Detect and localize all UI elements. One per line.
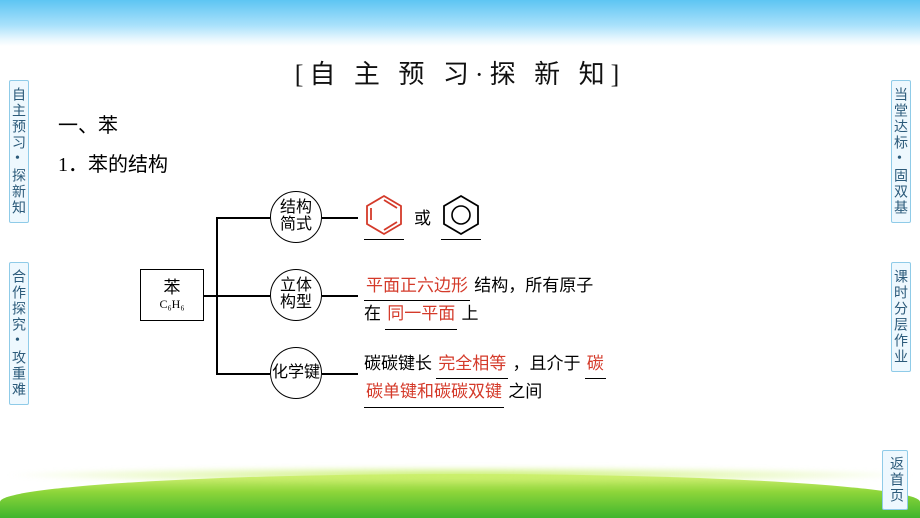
subsection-heading: 1．苯的结构 (58, 148, 870, 177)
blank-single-double: 碳单键和碳碳双键 (364, 379, 504, 407)
connector-line (322, 295, 358, 297)
tab-preview-label: 自主预习•探新知 (10, 87, 25, 216)
or-label: 或 (414, 204, 431, 229)
root-label-bottom: C₆H₆ (159, 298, 184, 312)
node-line: 化学键 (272, 365, 320, 382)
text: 碳碳键长 (364, 354, 432, 373)
tab-achieve[interactable]: 当堂达标•固双基 (891, 80, 911, 223)
blank-equal-length: 完全相等 (436, 351, 508, 379)
grass-decoration (0, 474, 920, 518)
tab-preview[interactable]: 自主预习•探新知 (9, 80, 29, 223)
node-line: 结构 (280, 200, 312, 217)
tab-explore-label: 合作探究•攻重难 (10, 269, 25, 398)
benzene-structure-diagram: 苯 C₆H₆ 结构 简式 立体 构型 化学键 (140, 191, 780, 401)
tab-homework[interactable]: 课时分层作业 (891, 262, 911, 372)
node-bond: 化学键 (270, 347, 322, 399)
root-label-top: 苯 (164, 278, 181, 298)
benzene-kekule-underline (364, 193, 404, 240)
node-line: 构型 (280, 295, 312, 312)
sky-decoration (0, 0, 920, 46)
tab-homework-label: 课时分层作业 (892, 269, 907, 365)
tab-explore[interactable]: 合作探究•攻重难 (9, 262, 29, 405)
section-heading: 一、苯 (58, 109, 870, 138)
tab-achieve-label: 当堂达标•固双基 (892, 87, 907, 216)
text: 上 (462, 304, 479, 323)
connector-line (216, 373, 270, 375)
text: 在 (364, 304, 381, 323)
return-home-label: 返首页 (888, 456, 903, 504)
connector-line (216, 295, 270, 297)
node-structural-formula: 结构 简式 (270, 191, 322, 243)
blank-same-plane: 同一平面 (385, 301, 457, 329)
text: 之间 (508, 382, 542, 401)
slide-content: [自 主 预 习·探 新 知] 一、苯 1．苯的结构 苯 C₆H₆ 结构 简式 … (50, 46, 870, 466)
connector-line (322, 373, 358, 375)
connector-line (204, 295, 216, 297)
blank-carbon: 碳 (585, 351, 606, 379)
node-line: 简式 (280, 217, 312, 234)
return-home-button[interactable]: 返首页 (882, 450, 908, 510)
benzene-circle-icon (441, 193, 481, 237)
row-structural-formula: 或 (364, 193, 481, 240)
text: ，且介于 (513, 354, 581, 373)
row-bond: 碳碳键长 完全相等 ，且介于 碳 碳单键和碳碳双键 之间 (364, 351, 606, 408)
connector-line (322, 217, 358, 219)
node-line: 立体 (280, 278, 312, 295)
blank-planar-hexagon: 平面正六边形 (364, 273, 470, 301)
benzene-circle-underline (441, 193, 481, 240)
root-box: 苯 C₆H₆ (140, 269, 204, 321)
connector-line (216, 217, 270, 219)
row-geometry: 平面正六边形 结构，所有原子 在 同一平面 上 (364, 273, 593, 330)
page-title: [自 主 预 习·探 新 知] (50, 54, 870, 91)
node-geometry: 立体 构型 (270, 269, 322, 321)
benzene-kekule-icon (364, 193, 404, 237)
text: 结构，所有原子 (474, 276, 593, 295)
